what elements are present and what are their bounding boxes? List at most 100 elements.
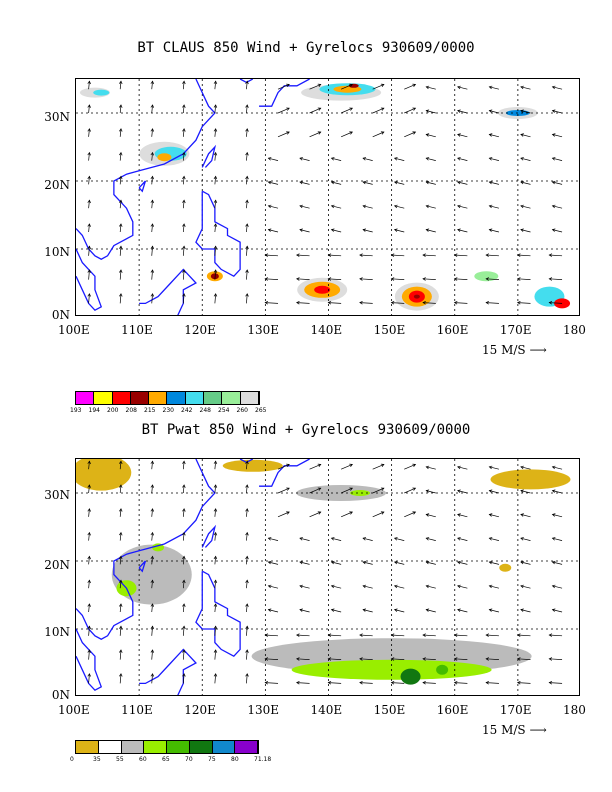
panel2-scale-label: 15 M/S ⟶ — [482, 723, 547, 737]
legend-tick-label: 35 — [93, 756, 101, 763]
wind-arrow — [520, 180, 531, 185]
legend-swatch — [189, 741, 213, 753]
coastline — [76, 79, 216, 260]
legend-tick-label: 248 — [199, 407, 211, 414]
wind-arrow — [551, 608, 563, 613]
wind-arrow — [362, 560, 373, 565]
coastline — [201, 144, 217, 168]
wind-arrow — [372, 107, 385, 114]
wind-arrow — [182, 223, 186, 233]
panel1-map — [75, 78, 580, 316]
wind-arrow — [277, 511, 290, 518]
wind-arrow — [296, 277, 310, 281]
wind-arrow — [299, 204, 310, 209]
panel2-legend-bar — [75, 740, 259, 754]
wind-arrow — [516, 301, 531, 305]
wind-arrow — [309, 107, 322, 114]
wind-arrow — [87, 175, 91, 185]
wind-arrow — [245, 673, 249, 684]
wind-arrow — [299, 157, 310, 161]
wind-arrow — [362, 537, 373, 541]
arrow-icon: ⟶ — [529, 343, 547, 357]
wind-arrow — [340, 511, 353, 518]
legend-tick-label: 65 — [162, 756, 170, 763]
legend-tick-label: 230 — [162, 407, 174, 414]
wind-arrow — [245, 245, 249, 256]
wind-arrow — [425, 537, 436, 541]
wind-arrow — [453, 253, 468, 257]
wind-arrow — [299, 560, 310, 565]
wind-arrow — [245, 80, 249, 90]
wind-arrow — [150, 80, 155, 90]
wind-arrow — [267, 584, 279, 589]
wind-arrow — [119, 269, 123, 280]
wind-arrow — [245, 293, 249, 304]
wind-arrow — [213, 175, 218, 185]
x-axis-label: 100E — [58, 703, 90, 717]
wind-arrow — [182, 199, 186, 209]
wind-arrow — [150, 673, 155, 684]
wind-arrow — [516, 253, 531, 257]
wind-arrow — [425, 465, 436, 470]
panel1-ylabel-0n: 0N — [51, 308, 70, 322]
wind-arrow — [520, 109, 531, 114]
x-axis-label: 130E — [247, 323, 280, 337]
wind-arrow — [551, 465, 563, 470]
legend-swatch — [94, 392, 113, 404]
wind-arrow — [425, 133, 436, 138]
wind-arrow — [87, 151, 91, 161]
wind-arrow — [87, 104, 91, 114]
legend-swatch — [149, 392, 168, 404]
wind-arrow — [267, 608, 279, 613]
wind-arrow — [213, 460, 218, 470]
wind-arrow — [213, 104, 218, 114]
wind-arrow — [362, 608, 373, 613]
wind-arrow — [264, 633, 279, 637]
wind-arrow — [87, 293, 91, 304]
wind-arrow — [213, 128, 218, 137]
wind-arrow — [390, 657, 405, 661]
wind-arrow — [390, 681, 405, 685]
wind-arrow — [390, 277, 405, 281]
x-axis-label: 170E — [499, 323, 532, 337]
wind-arrow — [150, 245, 155, 256]
wind-arrow — [213, 245, 218, 256]
wind-arrow — [327, 681, 342, 685]
wind-arrow — [362, 180, 373, 185]
wind-arrow — [404, 83, 417, 90]
wind-arrow — [182, 245, 186, 256]
wind-arrow — [520, 85, 531, 90]
wind-arrow — [213, 151, 218, 161]
wind-arrow — [330, 560, 342, 565]
wind-arrow — [309, 463, 322, 470]
wind-arrow — [520, 465, 531, 470]
wind-arrow — [425, 513, 436, 518]
legend-tick-label: 55 — [116, 756, 124, 763]
wind-arrow — [425, 204, 436, 209]
wind-arrow — [485, 681, 499, 685]
legend-swatch — [76, 741, 99, 753]
field-shading — [436, 664, 449, 675]
wind-arrow — [488, 465, 500, 470]
panel1-ylabel-10n: 10N — [44, 245, 70, 259]
wind-arrow — [520, 513, 531, 518]
wind-arrow — [457, 157, 468, 161]
wind-arrow — [87, 269, 91, 280]
panel1-legend-bar — [75, 391, 260, 405]
wind-arrow — [516, 681, 531, 685]
wind-arrow — [453, 633, 468, 637]
wind-arrow — [277, 131, 290, 138]
wind-arrow — [520, 157, 531, 161]
wind-arrow — [299, 584, 310, 589]
wind-arrow — [453, 681, 468, 685]
panel2-map — [75, 458, 580, 696]
legend-tick-label: 75 — [208, 756, 216, 763]
x-axis-label: 170E — [499, 703, 532, 717]
wind-arrow — [245, 579, 249, 589]
wind-arrow — [119, 199, 123, 209]
wind-arrow — [520, 204, 531, 209]
wind-arrow — [182, 104, 186, 114]
wind-arrow — [213, 293, 218, 304]
wind-arrow — [359, 301, 373, 305]
legend-swatch — [121, 741, 145, 753]
